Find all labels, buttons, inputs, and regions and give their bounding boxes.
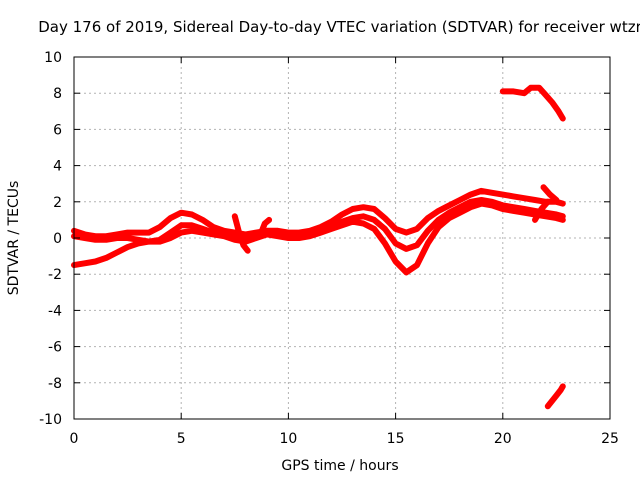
- y-tick-label: 6: [53, 122, 62, 138]
- x-tick-label: 10: [279, 431, 297, 447]
- grid: [74, 57, 610, 419]
- x-axis-label: GPS time / hours: [281, 458, 398, 474]
- series-spike-7.7h: [231, 213, 251, 254]
- y-tick-label: -8: [48, 376, 62, 392]
- x-tick-label: 20: [494, 431, 512, 447]
- series-lower-band: [71, 200, 566, 276]
- series-bottom-right-arc: [544, 383, 566, 410]
- series-spike-21.5h: [532, 198, 551, 223]
- y-tick-label: -10: [39, 412, 62, 428]
- y-tick-label: 10: [44, 50, 62, 66]
- y-tick-label: 0: [53, 231, 62, 247]
- y-tick-labels: -10 -8 -6 -4 -2 0 2 4 6 8 10: [39, 50, 62, 428]
- y-tick-label: -2: [48, 267, 62, 283]
- x-tick-label: 0: [70, 431, 79, 447]
- y-axis-label: SDTVAR / TECUs: [6, 181, 22, 296]
- series-top-right-arc: [499, 84, 566, 122]
- x-tick-label: 25: [601, 431, 619, 447]
- series-spike-8.9h: [257, 216, 273, 238]
- x-tick-label: 5: [177, 431, 186, 447]
- series-upper-band: [71, 187, 566, 240]
- x-tick-labels: 0 5 10 15 20 25: [70, 431, 619, 447]
- series-group: [71, 84, 566, 410]
- chart-title: Day 176 of 2019, Sidereal Day-to-day VTE…: [38, 18, 640, 36]
- x-tick-label: 15: [387, 431, 405, 447]
- y-tick-label: -4: [48, 303, 62, 319]
- y-tick-label: 8: [53, 86, 62, 102]
- series-spike-22.1h: [540, 184, 560, 203]
- y-tick-label: -6: [48, 340, 62, 356]
- y-tick-label: 2: [53, 195, 62, 211]
- tick-marks: [73, 56, 611, 420]
- y-tick-label: 4: [53, 159, 62, 175]
